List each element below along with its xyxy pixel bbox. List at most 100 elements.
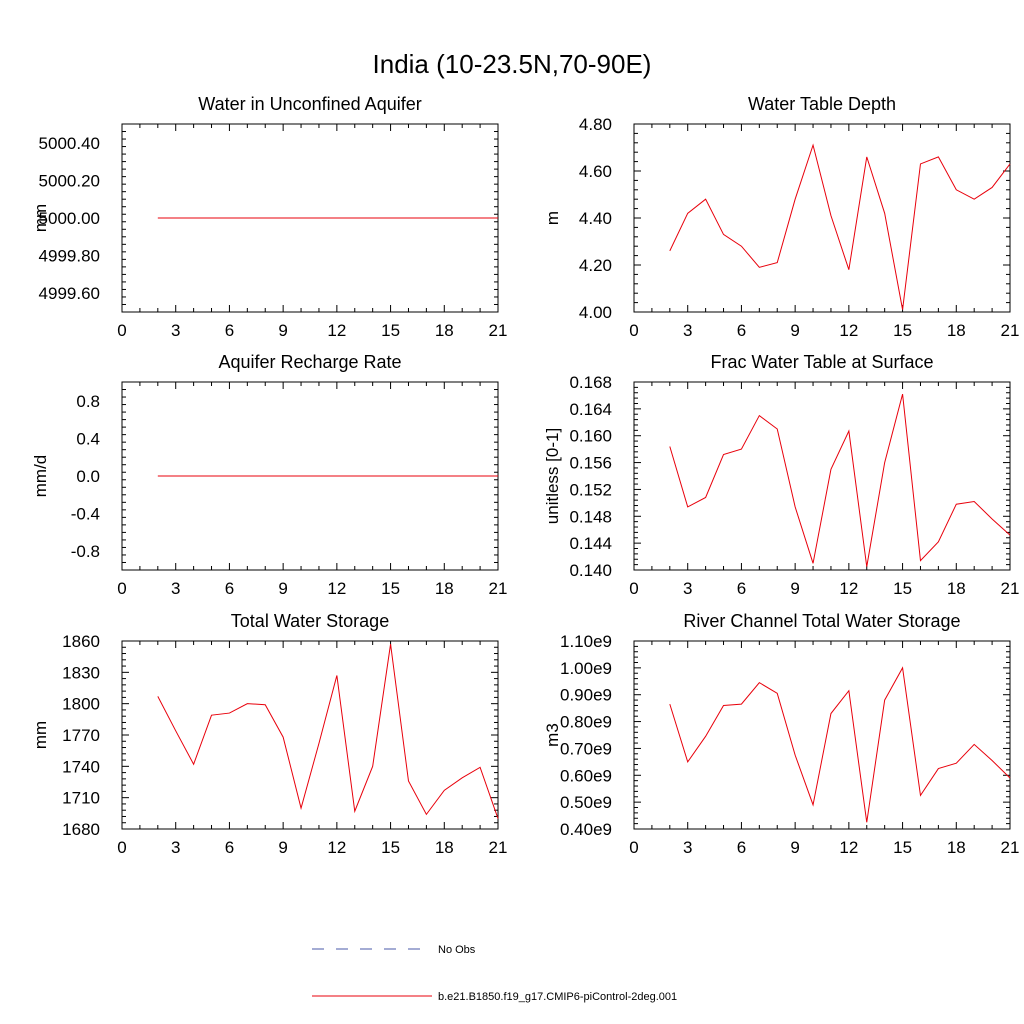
y-axis-label: mm xyxy=(31,721,50,749)
y-tick-label: 0.90e9 xyxy=(560,686,612,705)
panel-title: Frac Water Table at Surface xyxy=(710,352,933,372)
y-tick-label: 0.4 xyxy=(76,429,100,448)
y-tick-label: 1830 xyxy=(62,663,100,682)
x-tick-label: 6 xyxy=(737,321,746,340)
x-tick-label: 3 xyxy=(171,838,180,857)
x-tick-label: 12 xyxy=(839,321,858,340)
x-tick-label: 6 xyxy=(225,838,234,857)
x-tick-label: 21 xyxy=(489,579,508,598)
x-tick-label: 9 xyxy=(790,579,799,598)
y-tick-label: 0.80e9 xyxy=(560,713,612,732)
y-tick-label: 4.40 xyxy=(579,209,612,228)
x-tick-label: 0 xyxy=(117,579,126,598)
x-tick-label: 18 xyxy=(947,838,966,857)
y-tick-label: 0.50e9 xyxy=(560,793,612,812)
x-tick-label: 6 xyxy=(737,838,746,857)
y-tick-label: 0.60e9 xyxy=(560,766,612,785)
chart-panel-3: Aquifer Recharge Rate mm/d 0 3 6 9 12 15 18 21 -0.… xyxy=(31,352,507,598)
y-tick-label: 5000.20 xyxy=(39,171,100,190)
y-axis-label: m xyxy=(543,211,562,225)
y-tick-label: 5000.00 xyxy=(39,209,100,228)
plot-frame xyxy=(633,640,1011,830)
x-tick-label: 21 xyxy=(489,321,508,340)
x-tick-label: 3 xyxy=(683,321,692,340)
y-tick-label: 0.160 xyxy=(569,427,612,446)
x-tick-label: 0 xyxy=(629,838,638,857)
y-tick-label: 1710 xyxy=(62,789,100,808)
x-tick-label: 3 xyxy=(683,838,692,857)
x-tick-label: 0 xyxy=(629,579,638,598)
y-axis-label: m3 xyxy=(543,723,562,747)
legend-label-no-obs: No Obs xyxy=(438,944,476,956)
x-tick-label: 6 xyxy=(225,321,234,340)
x-tick-label: 15 xyxy=(893,579,912,598)
y-tick-label: -0.4 xyxy=(71,505,100,524)
chart-panel-5: Total Water Storage mm 0 3 6 9 12 15 18 21 1680 171… xyxy=(31,611,507,857)
x-tick-label: 12 xyxy=(839,579,858,598)
x-tick-label: 15 xyxy=(381,838,400,857)
y-tick-label: 0.156 xyxy=(569,454,612,473)
x-tick-label: 0 xyxy=(117,321,126,340)
x-tick-label: 3 xyxy=(171,321,180,340)
y-axis-label: unitless [0-1] xyxy=(543,428,562,524)
y-tick-label: 0.144 xyxy=(569,534,612,553)
x-tick-label: 6 xyxy=(225,579,234,598)
y-axis-label: mm xyxy=(31,204,50,232)
x-tick-label: 21 xyxy=(1001,838,1020,857)
y-tick-label: 1.10e9 xyxy=(560,632,612,651)
x-tick-label: 18 xyxy=(435,579,454,598)
y-tick-label: 0.8 xyxy=(76,392,100,411)
series-line xyxy=(669,393,1011,567)
x-tick-label: 0 xyxy=(629,321,638,340)
y-tick-label: 4999.80 xyxy=(39,247,100,266)
series-line xyxy=(669,666,1011,823)
panel-title: Water Table Depth xyxy=(748,94,896,114)
x-tick-label: 18 xyxy=(435,838,454,857)
x-tick-label: 3 xyxy=(683,579,692,598)
y-tick-label: 0.152 xyxy=(569,480,612,499)
panel-title: Water in Unconfined Aquifer xyxy=(198,94,421,114)
y-tick-label: 0.40e9 xyxy=(560,820,612,839)
x-tick-label: 21 xyxy=(1001,579,1020,598)
x-tick-label: 9 xyxy=(790,321,799,340)
y-tick-label: 0.148 xyxy=(569,507,612,526)
x-tick-label: 21 xyxy=(489,838,508,857)
y-tick-label: 4.60 xyxy=(579,162,612,181)
y-tick-label: 0.70e9 xyxy=(560,739,612,758)
x-tick-label: 12 xyxy=(327,579,346,598)
y-tick-label: 5000.40 xyxy=(39,134,100,153)
y-tick-label: -0.8 xyxy=(71,542,100,561)
panel-title: Aquifer Recharge Rate xyxy=(218,352,401,372)
y-axis-label: mm/d xyxy=(31,455,50,498)
x-tick-label: 9 xyxy=(278,579,287,598)
legend-label-model: b.e21.B1850.f19_g17.CMIP6-piControl-2deg… xyxy=(438,991,677,1003)
plot-frame xyxy=(633,123,1011,313)
y-tick-label: 0.168 xyxy=(569,373,612,392)
x-tick-label: 6 xyxy=(737,579,746,598)
x-tick-label: 18 xyxy=(947,321,966,340)
x-tick-label: 9 xyxy=(278,321,287,340)
x-tick-label: 12 xyxy=(839,838,858,857)
x-tick-label: 12 xyxy=(327,838,346,857)
x-tick-label: 15 xyxy=(381,321,400,340)
x-tick-label: 3 xyxy=(171,579,180,598)
chart-panel-1: Water in Unconfined Aquifer mm 0 3 6 9 12 15 18 2… xyxy=(31,94,507,340)
chart-panel-6: River Channel Total Water Storage m3 0 3 6 9 1… xyxy=(543,611,1019,857)
y-tick-label: 0.0 xyxy=(76,467,100,486)
x-tick-label: 0 xyxy=(117,838,126,857)
x-tick-label: 9 xyxy=(278,838,287,857)
y-tick-label: 4999.60 xyxy=(39,284,100,303)
series-line xyxy=(669,143,1011,310)
y-tick-label: 1740 xyxy=(62,757,100,776)
x-tick-label: 21 xyxy=(1001,321,1020,340)
x-tick-label: 18 xyxy=(947,579,966,598)
x-tick-label: 12 xyxy=(327,321,346,340)
x-tick-label: 15 xyxy=(893,321,912,340)
y-tick-label: 4.00 xyxy=(579,303,612,322)
x-tick-label: 9 xyxy=(790,838,799,857)
y-tick-label: 1770 xyxy=(62,726,100,745)
y-tick-label: 1.00e9 xyxy=(560,659,612,678)
series-line xyxy=(157,644,499,819)
panel-title: River Channel Total Water Storage xyxy=(683,611,960,631)
